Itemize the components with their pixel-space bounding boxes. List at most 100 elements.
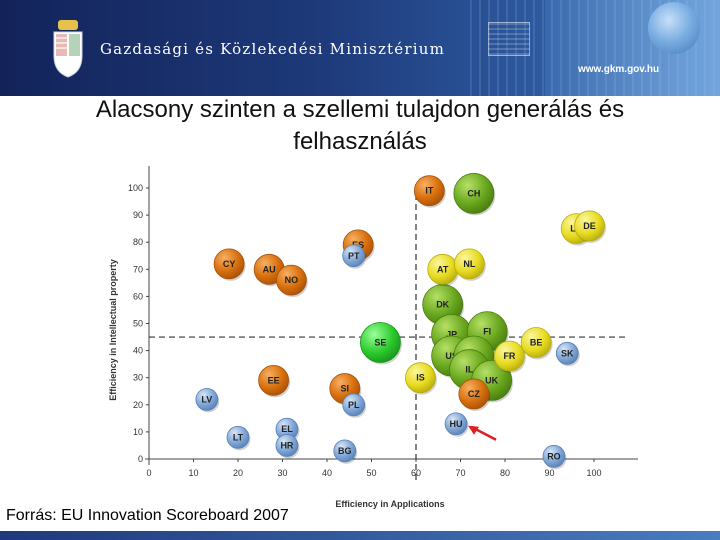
bubble-label: EE bbox=[268, 375, 280, 385]
bubbles: CHDKJPFISEUSCAILUKITLUDEESCYAUNOATNLBEFR… bbox=[195, 173, 607, 470]
title-line-2: felhasználás bbox=[293, 128, 427, 155]
bubble-label: HU bbox=[450, 419, 463, 429]
x-tick-label: 20 bbox=[233, 468, 243, 478]
x-tick-label: 10 bbox=[188, 468, 198, 478]
bottom-bar bbox=[0, 531, 720, 540]
bubble-label: HR bbox=[280, 440, 293, 450]
y-tick-label: 40 bbox=[133, 346, 143, 356]
bubble-label: IL bbox=[465, 365, 474, 375]
bubble-label: AU bbox=[263, 264, 276, 274]
bubble-pl: PL bbox=[342, 393, 367, 418]
bubble-label: ES bbox=[352, 240, 364, 250]
source-note: Forrás: EU Innovation Scoreboard 2007 bbox=[6, 507, 289, 524]
bubble-label: SE bbox=[374, 337, 386, 347]
bubble-circle bbox=[520, 327, 552, 358]
bubble-de: DE bbox=[574, 210, 607, 243]
y-tick-label: 60 bbox=[133, 291, 143, 301]
annotation-arrow bbox=[468, 425, 497, 441]
x-tick-label: 40 bbox=[322, 468, 332, 478]
bubble-circle bbox=[574, 210, 605, 242]
bubble-label: DK bbox=[436, 300, 449, 310]
y-tick-label: 90 bbox=[133, 210, 143, 220]
coat-of-arms-icon bbox=[53, 20, 83, 78]
globe-icon bbox=[648, 2, 700, 54]
bubble-label: US bbox=[445, 351, 458, 361]
bubble-circle bbox=[413, 175, 445, 207]
bubble-cz: CZ bbox=[458, 378, 491, 411]
bubble-label: PL bbox=[348, 400, 360, 410]
y-tick-label: 70 bbox=[133, 264, 143, 274]
bubble-label: AT bbox=[437, 264, 449, 274]
bubble-label: IT bbox=[425, 186, 434, 196]
bubble-circle bbox=[542, 444, 566, 468]
bubble-label: CZ bbox=[468, 389, 480, 399]
y-tick-label: 80 bbox=[133, 237, 143, 247]
x-axis-label: Efficiency in Applications bbox=[335, 499, 444, 509]
y-tick-label: 30 bbox=[133, 373, 143, 383]
bubble-circle bbox=[453, 173, 495, 214]
bubble-label: DE bbox=[583, 221, 596, 231]
bubble-circle bbox=[275, 434, 299, 457]
bubble-circle bbox=[226, 425, 250, 449]
x-tick-label: 90 bbox=[544, 468, 554, 478]
bubble-nl: NL bbox=[453, 248, 486, 281]
bubble-it: IT bbox=[413, 175, 446, 208]
y-tick-label: 50 bbox=[133, 319, 143, 329]
bubble-label: NL bbox=[463, 259, 475, 269]
bubble-label: BE bbox=[530, 337, 543, 347]
header-banner: Gazdasági és Közlekedési Minisztérium ww… bbox=[0, 0, 720, 96]
bubble-circle bbox=[555, 341, 579, 365]
bubble-circle bbox=[333, 439, 357, 463]
bubble-label: LT bbox=[233, 432, 244, 442]
bubble-be: BE bbox=[520, 327, 553, 360]
ministry-url: www.gkm.gov.hu bbox=[578, 64, 660, 75]
bubble-label: FR bbox=[503, 351, 515, 361]
bubble-hr: HR bbox=[275, 434, 300, 459]
x-tick-label: 70 bbox=[455, 468, 465, 478]
bubble-label: SK bbox=[561, 348, 574, 358]
bubble-circle bbox=[494, 340, 525, 372]
bubble-at: AT bbox=[427, 253, 460, 287]
bubble-cy: CY bbox=[213, 248, 246, 281]
bubble-is: IS bbox=[405, 362, 437, 395]
arrow-head bbox=[468, 425, 480, 435]
scatter-chart: 0 10 20 30 40 50 60 70 80 90 100 0 10 20 30 40 50 60 70 80 9… bbox=[108, 166, 638, 509]
bubble-no: NO bbox=[275, 264, 308, 298]
title-line-1: Alacsony szinten a szellemi tulajdon gen… bbox=[95, 96, 625, 123]
bubble-circle bbox=[405, 362, 436, 394]
bubble-lt: LT bbox=[226, 425, 251, 451]
x-tick-label: 80 bbox=[500, 468, 510, 478]
y-tick-label: 0 bbox=[138, 454, 143, 464]
y-tick-label: 10 bbox=[133, 427, 143, 437]
bubble-label: RO bbox=[547, 451, 561, 461]
bubble-circle bbox=[359, 322, 401, 363]
x-tick-label: 60 bbox=[411, 468, 421, 478]
y-tick-label: 20 bbox=[133, 400, 143, 410]
y-axis-label: Efficiency in Intellectual property bbox=[108, 259, 118, 401]
bubble-circle bbox=[342, 393, 366, 417]
x-tick-label: 50 bbox=[366, 468, 376, 478]
bubble-circle bbox=[453, 248, 485, 280]
x-tick-label: 30 bbox=[277, 468, 287, 478]
bubble-hu: HU bbox=[444, 412, 469, 437]
bubble-ee: EE bbox=[258, 365, 291, 398]
bubble-label: EL bbox=[281, 424, 293, 434]
bubble-label: FI bbox=[483, 327, 491, 337]
bubble-label: LV bbox=[201, 394, 212, 404]
bubble-lv: LV bbox=[195, 387, 220, 413]
bubble-ro: RO bbox=[542, 444, 567, 470]
bubble-label: PT bbox=[348, 251, 360, 261]
bubble-label: UK bbox=[485, 375, 498, 385]
bubble-fr: FR bbox=[494, 340, 526, 374]
x-tick-label: 0 bbox=[146, 468, 151, 478]
bubble-se: SE bbox=[359, 322, 402, 365]
bubble-label: JP bbox=[446, 329, 457, 339]
bubble-circle bbox=[458, 378, 490, 410]
bubble-label: NO bbox=[285, 275, 299, 285]
bubble-label: CY bbox=[223, 259, 236, 269]
bubble-label: CH bbox=[467, 188, 480, 198]
bubble-pt: PT bbox=[342, 244, 367, 269]
slide-title: Alacsony szinten a szellemi tulajdon gen… bbox=[10, 94, 710, 158]
bubble-label: IS bbox=[416, 373, 425, 383]
reference-lines bbox=[149, 184, 628, 484]
